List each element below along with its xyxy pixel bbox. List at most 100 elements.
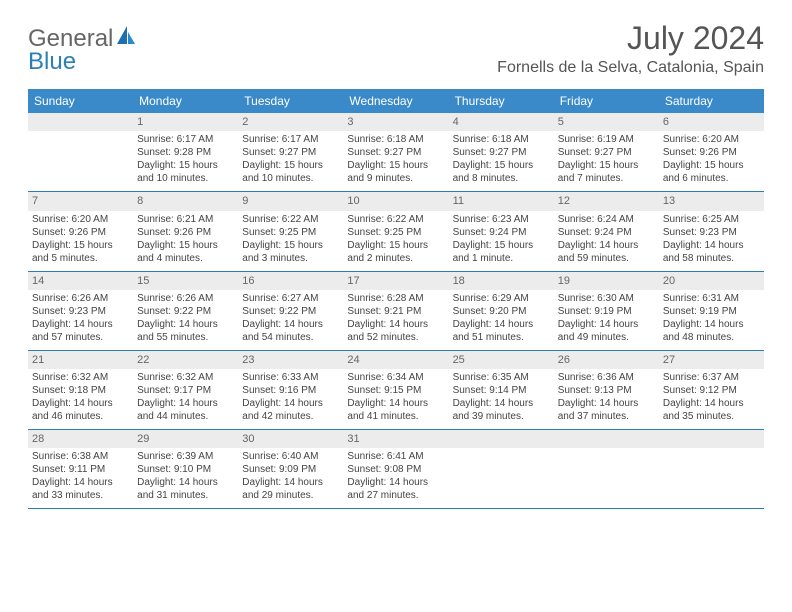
day-cell: 12Sunrise: 6:24 AMSunset: 9:24 PMDayligh… [554,192,659,271]
day-number: 17 [343,272,448,290]
sunset-text: Sunset: 9:11 PM [32,463,129,476]
daylight-text: Daylight: 14 hours and 29 minutes. [242,476,339,502]
sunrise-text: Sunrise: 6:20 AM [663,133,760,146]
sunrise-text: Sunrise: 6:37 AM [663,371,760,384]
daylight-text: Daylight: 15 hours and 9 minutes. [347,159,444,185]
day-header: Tuesday [238,89,343,113]
sunset-text: Sunset: 9:26 PM [663,146,760,159]
day-cell: 5Sunrise: 6:19 AMSunset: 9:27 PMDaylight… [554,113,659,192]
day-cell: 15Sunrise: 6:26 AMSunset: 9:22 PMDayligh… [133,271,238,350]
day-cell: 10Sunrise: 6:22 AMSunset: 9:25 PMDayligh… [343,192,448,271]
day-cell [659,430,764,509]
daylight-text: Daylight: 14 hours and 59 minutes. [558,239,655,265]
brand-part2: Blue [28,48,76,76]
daylight-text: Daylight: 14 hours and 33 minutes. [32,476,129,502]
day-number [554,430,659,448]
day-cell: 11Sunrise: 6:23 AMSunset: 9:24 PMDayligh… [449,192,554,271]
day-number: 20 [659,272,764,290]
location-text: Fornells de la Selva, Catalonia, Spain [497,59,764,77]
day-number: 29 [133,430,238,448]
day-cell: 2Sunrise: 6:17 AMSunset: 9:27 PMDaylight… [238,113,343,192]
day-number: 21 [28,351,133,369]
sunset-text: Sunset: 9:12 PM [663,384,760,397]
sunrise-text: Sunrise: 6:32 AM [32,371,129,384]
day-number: 31 [343,430,448,448]
sunset-text: Sunset: 9:15 PM [347,384,444,397]
sunrise-text: Sunrise: 6:22 AM [242,213,339,226]
sunset-text: Sunset: 9:26 PM [32,226,129,239]
day-cell: 30 Sunrise: 6:40 AMSunset: 9:09 PMDayligh… [238,430,343,509]
sunset-text: Sunset: 9:09 PM [242,463,339,476]
daylight-text: Daylight: 14 hours and 49 minutes. [558,318,655,344]
day-number: 26 [554,351,659,369]
sunrise-text: Sunrise: 6:29 AM [453,292,550,305]
daylight-text: Daylight: 14 hours and 44 minutes. [137,397,234,423]
day-number: 3 [343,113,448,131]
sunset-text: Sunset: 9:23 PM [32,305,129,318]
daylight-text: Daylight: 14 hours and 58 minutes. [663,239,760,265]
sunrise-text: Sunrise: 6:41 AM [347,450,444,463]
sunset-text: Sunset: 9:25 PM [242,226,339,239]
daylight-text: Daylight: 15 hours and 4 minutes. [137,239,234,265]
day-number: 16 [238,272,343,290]
sunrise-text: Sunrise: 6:40 AM [242,450,339,463]
day-cell: 17Sunrise: 6:28 AMSunset: 9:21 PMDayligh… [343,271,448,350]
day-cell: 27Sunrise: 6:37 AMSunset: 9:12 PMDayligh… [659,350,764,429]
day-cell: 9Sunrise: 6:22 AMSunset: 9:25 PMDaylight… [238,192,343,271]
day-number: 13 [659,192,764,210]
day-number: 28 [28,430,133,448]
day-cell: 20Sunrise: 6:31 AMSunset: 9:19 PMDayligh… [659,271,764,350]
day-cell: 26Sunrise: 6:36 AMSunset: 9:13 PMDayligh… [554,350,659,429]
sunrise-text: Sunrise: 6:23 AM [453,213,550,226]
daylight-text: Daylight: 15 hours and 8 minutes. [453,159,550,185]
day-header: Sunday [28,89,133,113]
day-cell: 14Sunrise: 6:26 AMSunset: 9:23 PMDayligh… [28,271,133,350]
daylight-text: Daylight: 14 hours and 55 minutes. [137,318,234,344]
sunset-text: Sunset: 9:27 PM [242,146,339,159]
daylight-text: Daylight: 15 hours and 6 minutes. [663,159,760,185]
sunset-text: Sunset: 9:24 PM [558,226,655,239]
day-cell: 16Sunrise: 6:27 AMSunset: 9:22 PMDayligh… [238,271,343,350]
sunset-text: Sunset: 9:17 PM [137,384,234,397]
sunset-text: Sunset: 9:22 PM [242,305,339,318]
day-cell: 4Sunrise: 6:18 AMSunset: 9:27 PMDaylight… [449,113,554,192]
sunset-text: Sunset: 9:27 PM [347,146,444,159]
day-number: 22 [133,351,238,369]
sunset-text: Sunset: 9:27 PM [453,146,550,159]
daylight-text: Daylight: 15 hours and 1 minute. [453,239,550,265]
header: General July 2024 Fornells de la Selva, … [28,20,764,77]
sunset-text: Sunset: 9:19 PM [558,305,655,318]
day-cell: 25Sunrise: 6:35 AMSunset: 9:14 PMDayligh… [449,350,554,429]
sunrise-text: Sunrise: 6:25 AM [663,213,760,226]
sunrise-text: Sunrise: 6:18 AM [347,133,444,146]
day-cell: 19Sunrise: 6:30 AMSunset: 9:19 PMDayligh… [554,271,659,350]
week-row: 7Sunrise: 6:20 AMSunset: 9:26 PMDaylight… [28,192,764,271]
daylight-text: Daylight: 14 hours and 57 minutes. [32,318,129,344]
day-number: 5 [554,113,659,131]
daylight-text: Daylight: 14 hours and 27 minutes. [347,476,444,502]
sunset-text: Sunset: 9:21 PM [347,305,444,318]
daylight-text: Daylight: 14 hours and 41 minutes. [347,397,444,423]
day-number [28,113,133,131]
daylight-text: Daylight: 14 hours and 31 minutes. [137,476,234,502]
day-number: 30 [238,430,343,448]
sunset-text: Sunset: 9:28 PM [137,146,234,159]
sunset-text: Sunset: 9:18 PM [32,384,129,397]
sunrise-text: Sunrise: 6:17 AM [137,133,234,146]
day-cell: 1Sunrise: 6:17 AMSunset: 9:28 PMDaylight… [133,113,238,192]
day-cell: 7Sunrise: 6:20 AMSunset: 9:26 PMDaylight… [28,192,133,271]
day-number: 8 [133,192,238,210]
day-number: 15 [133,272,238,290]
day-cell [28,113,133,192]
daylight-text: Daylight: 14 hours and 39 minutes. [453,397,550,423]
day-number: 25 [449,351,554,369]
daylight-text: Daylight: 14 hours and 48 minutes. [663,318,760,344]
sunrise-text: Sunrise: 6:24 AM [558,213,655,226]
sunrise-text: Sunrise: 6:33 AM [242,371,339,384]
daylight-text: Daylight: 15 hours and 2 minutes. [347,239,444,265]
page-title: July 2024 [497,20,764,57]
day-number: 23 [238,351,343,369]
day-number: 6 [659,113,764,131]
sunrise-text: Sunrise: 6:35 AM [453,371,550,384]
daylight-text: Daylight: 14 hours and 51 minutes. [453,318,550,344]
